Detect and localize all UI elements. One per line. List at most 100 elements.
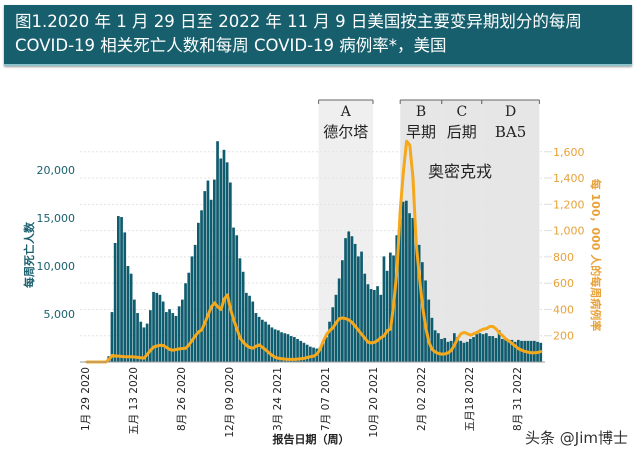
death-bar (382, 256, 386, 362)
death-bar (213, 179, 216, 362)
death-bar (136, 313, 139, 362)
death-bar (283, 333, 287, 362)
case-rate-point (181, 347, 184, 350)
x-tick-label: 3月 24 2021 (272, 367, 284, 431)
death-bar (280, 332, 283, 362)
case-rate-point (344, 317, 348, 320)
right-tick-label: 1,600 (553, 146, 585, 159)
death-bar (472, 337, 475, 362)
death-bar (497, 330, 501, 362)
case-rate-point (354, 325, 357, 328)
death-bar (158, 294, 162, 362)
case-rate-point (363, 337, 367, 340)
death-bar (350, 236, 354, 362)
case-rate-point (443, 352, 447, 356)
case-rate-point (187, 343, 191, 347)
case-rate-point (210, 305, 213, 309)
death-bar (507, 339, 511, 362)
death-bar (341, 260, 344, 362)
death-bar (248, 295, 251, 362)
death-bar (203, 191, 207, 362)
case-rate-point (114, 354, 117, 358)
case-rate-point (504, 337, 508, 341)
case-rate-point (434, 350, 437, 354)
death-bar (245, 292, 248, 362)
death-bar (305, 344, 309, 362)
death-bar (325, 337, 328, 362)
case-rate-point (366, 340, 370, 344)
case-rate-point (446, 351, 450, 355)
case-rate-point (414, 242, 418, 246)
y-axis-label-left: 每周死亡人数 (22, 221, 36, 288)
case-rate-point (219, 308, 223, 311)
death-bar (331, 307, 335, 362)
figure-title-line2: COVID-19 相关死亡人数和每周 COVID-19 病例率*，美国 (15, 36, 447, 55)
x-tick-label: 7月 07 2021 (320, 367, 332, 431)
case-rate-point (274, 356, 277, 359)
death-bar (437, 333, 440, 362)
case-rate-point (283, 357, 287, 361)
case-rate-point (178, 347, 181, 351)
case-rate-point (142, 356, 146, 360)
case-rate-point (194, 334, 197, 338)
period-letter: C (456, 104, 467, 120)
death-bar (187, 272, 191, 362)
death-bar (373, 290, 376, 362)
death-bar (149, 310, 152, 362)
death-bar (110, 312, 114, 362)
death-bar (504, 338, 507, 362)
left-tick-label: 15,000 (37, 212, 76, 225)
case-rate-point (245, 344, 248, 347)
case-rate-point (213, 301, 216, 305)
case-rate-point (229, 308, 232, 311)
case-rate-point (158, 343, 162, 347)
death-bar (465, 341, 469, 362)
death-bar (395, 235, 399, 362)
death-bar (366, 284, 370, 362)
death-bar (517, 339, 520, 362)
death-bar (347, 231, 351, 362)
x-tick-label: 1月 29 2020 (80, 367, 92, 431)
death-bar (398, 218, 402, 362)
death-bar (309, 346, 312, 362)
case-rate-point (350, 321, 354, 324)
death-bar (379, 294, 383, 362)
death-bar (478, 333, 482, 362)
death-bar (232, 227, 235, 362)
death-bar (289, 336, 293, 362)
case-rate-point (302, 357, 306, 360)
case-rate-point (299, 357, 303, 361)
death-bar (344, 238, 347, 362)
right-tick-label: 400 (553, 303, 574, 316)
case-rate-point (456, 337, 460, 340)
case-rate-point (309, 355, 312, 359)
case-rate-point (402, 170, 405, 173)
case-rate-point (338, 317, 341, 320)
right-tick-label: 200 (553, 330, 574, 343)
period-letter: A (340, 104, 352, 120)
death-bar (200, 210, 203, 362)
case-rate-point (184, 346, 188, 350)
death-bar (443, 338, 447, 362)
case-rate-point (322, 339, 325, 343)
death-bar (120, 217, 123, 362)
right-tick-label: 1,200 (553, 198, 585, 211)
death-bar (264, 321, 267, 362)
case-rate-point (475, 331, 479, 334)
death-bar (491, 336, 495, 362)
death-bar (238, 258, 242, 362)
case-rate-point (347, 318, 351, 322)
death-bar (334, 294, 338, 362)
case-rate-point (248, 346, 252, 349)
death-bar (117, 216, 120, 362)
case-rate-point (200, 328, 204, 332)
case-rate-point (488, 325, 492, 328)
case-rate-point (539, 350, 543, 353)
death-bar (488, 336, 491, 362)
right-tick-label: 800 (553, 251, 574, 264)
case-rate-point (427, 340, 431, 344)
case-rate-point (235, 327, 239, 331)
death-bar (469, 338, 472, 362)
case-rate-point (242, 340, 245, 344)
case-rate-point (203, 321, 207, 324)
